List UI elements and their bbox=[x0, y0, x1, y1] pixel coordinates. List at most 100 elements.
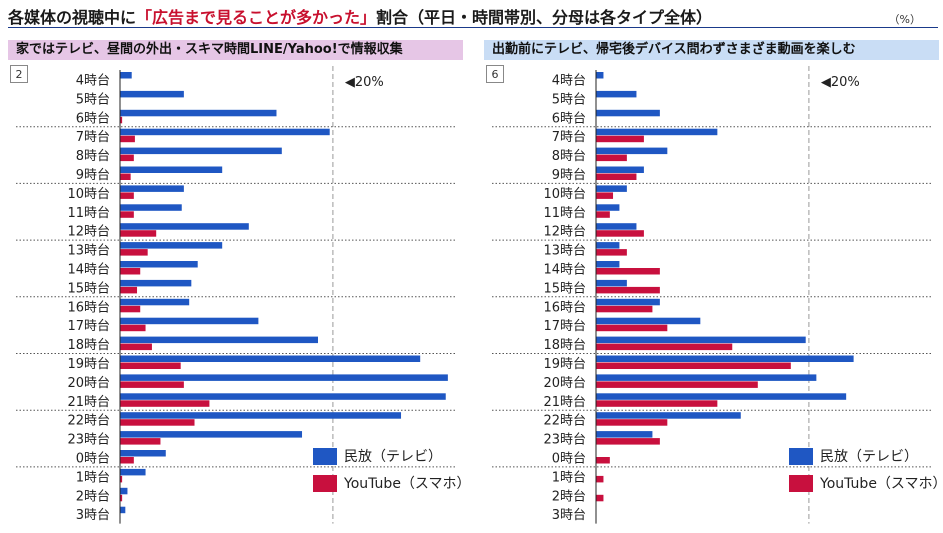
category-label: 18時台 bbox=[543, 338, 586, 353]
category-label: 23時台 bbox=[67, 433, 110, 448]
bar-youtube-13時台 bbox=[120, 249, 148, 256]
category-label: 13時台 bbox=[543, 244, 586, 259]
category-label: 10時台 bbox=[543, 187, 586, 202]
category-label: 17時台 bbox=[543, 319, 586, 334]
bar-tv-19時台 bbox=[596, 355, 854, 362]
category-label: 21時台 bbox=[543, 395, 586, 410]
bar-youtube-20時台 bbox=[596, 381, 758, 388]
panel-number-2: 2 bbox=[10, 65, 28, 83]
category-label: 16時台 bbox=[67, 300, 110, 315]
title-highlight: 「広告まで見ることが多かった」 bbox=[136, 8, 377, 27]
bar-youtube-22時台 bbox=[120, 419, 195, 426]
category-label: 7時台 bbox=[76, 130, 110, 145]
category-label: 13時台 bbox=[67, 244, 110, 259]
chart-panel-6: 出勤前にテレビ、帰宅後デバイス問わずさまざま動画を楽しむ 6 ◀20% 4時台 5時… bbox=[484, 40, 943, 530]
bar-youtube-9時台 bbox=[596, 173, 637, 180]
category-label: 7時台 bbox=[552, 130, 586, 145]
title-suffix: 割合（平日・時間帯別、分母は各タイプ全体） bbox=[376, 8, 713, 27]
bar-youtube-9時台 bbox=[120, 173, 131, 180]
category-label: 12時台 bbox=[67, 225, 110, 240]
category-label: 0時台 bbox=[76, 452, 110, 467]
category-label: 16時台 bbox=[543, 300, 586, 315]
bar-youtube-15時台 bbox=[596, 286, 660, 294]
bar-tv-9時台 bbox=[120, 166, 223, 173]
bar-tv-10時台 bbox=[596, 185, 627, 192]
category-label: 11時台 bbox=[543, 206, 586, 221]
legend-2: 民放（テレビ） YouTube（スマホ） bbox=[313, 444, 471, 498]
bar-tv-17時台 bbox=[596, 317, 701, 325]
bar-tv-7時台 bbox=[596, 128, 718, 136]
category-label: 9時台 bbox=[552, 168, 586, 183]
category-label: 6時台 bbox=[76, 111, 110, 126]
legend-item-youtube: YouTube（スマホ） bbox=[313, 471, 471, 495]
legend-swatch-tv bbox=[313, 447, 337, 465]
bar-youtube-10時台 bbox=[596, 192, 614, 199]
bar-youtube-20時台 bbox=[120, 381, 184, 388]
bar-youtube-12時台 bbox=[120, 230, 157, 237]
category-label: 17時台 bbox=[67, 319, 110, 334]
bar-youtube-23時台 bbox=[596, 438, 660, 445]
bar-youtube-11時台 bbox=[120, 211, 134, 218]
bar-tv-1時台 bbox=[120, 468, 146, 476]
bar-youtube-0時台 bbox=[596, 457, 610, 464]
bar-chart-6: ◀20% 4時台 5時台 6時台 7時台 8時台 9時台 10時台 11時台 12時台 13時台 14… bbox=[492, 66, 932, 524]
category-label: 9時台 bbox=[76, 168, 110, 183]
category-label: 23時台 bbox=[543, 433, 586, 448]
bar-tv-18時台 bbox=[120, 336, 318, 344]
bar-youtube-2時台 bbox=[596, 494, 604, 502]
panel-header-2: 家ではテレビ、昼間の外出・スキマ時間LINE/Yahoo!で情報収集 bbox=[8, 40, 463, 60]
bar-tv-4時台 bbox=[596, 72, 604, 79]
bar-tv-12時台 bbox=[120, 223, 249, 230]
category-label: 21時台 bbox=[67, 395, 110, 410]
bar-tv-22時台 bbox=[120, 412, 402, 419]
bar-tv-6時台 bbox=[596, 109, 660, 117]
category-label: 5時台 bbox=[76, 92, 110, 107]
page-title: 各媒体の視聴中に「広告まで見ることが多かった」割合（平日・時間帯別、分母は各タイ… bbox=[8, 4, 712, 28]
bar-youtube-0時台 bbox=[120, 457, 134, 464]
bar-youtube-6時台 bbox=[120, 116, 123, 124]
bar-tv-19時台 bbox=[120, 355, 421, 362]
bar-youtube-1時台 bbox=[596, 475, 604, 483]
legend-label-tv: 民放（テレビ） bbox=[820, 449, 918, 465]
chart-panel-2: 家ではテレビ、昼間の外出・スキマ時間LINE/Yahoo!で情報収集 2 ◀20… bbox=[8, 40, 471, 530]
bar-tv-9時台 bbox=[596, 166, 644, 173]
bar-youtube-23時台 bbox=[120, 438, 161, 445]
bar-tv-21時台 bbox=[120, 393, 446, 400]
bar-tv-10時台 bbox=[120, 185, 184, 192]
category-label: 18時台 bbox=[67, 338, 110, 353]
bar-youtube-1時台 bbox=[120, 475, 123, 483]
legend-6: 民放（テレビ） YouTube（スマホ） bbox=[789, 444, 943, 498]
bar-youtube-19時台 bbox=[120, 362, 181, 369]
category-label: 15時台 bbox=[543, 281, 586, 296]
category-label: 22時台 bbox=[543, 414, 586, 429]
legend-item-tv: 民放（テレビ） bbox=[313, 444, 471, 468]
bar-youtube-11時台 bbox=[596, 211, 610, 218]
bar-tv-12時台 bbox=[596, 223, 637, 230]
category-label: 8時台 bbox=[76, 149, 110, 164]
bar-tv-23時台 bbox=[596, 431, 653, 438]
legend-item-youtube: YouTube（スマホ） bbox=[789, 471, 943, 495]
category-label: 11時台 bbox=[67, 206, 110, 221]
category-label: 20時台 bbox=[543, 376, 586, 391]
category-label: 2時台 bbox=[76, 489, 110, 504]
category-label: 1時台 bbox=[76, 470, 110, 485]
bar-youtube-21時台 bbox=[596, 400, 718, 407]
bar-youtube-8時台 bbox=[120, 154, 134, 162]
bar-tv-22時台 bbox=[596, 412, 741, 419]
bar-tv-11時台 bbox=[120, 204, 182, 211]
bar-tv-20時台 bbox=[120, 374, 448, 381]
bar-youtube-15時台 bbox=[120, 286, 138, 294]
category-label: 6時台 bbox=[552, 111, 586, 126]
bar-youtube-21時台 bbox=[120, 400, 210, 407]
category-label: 0時台 bbox=[552, 452, 586, 467]
legend-label-tv: 民放（テレビ） bbox=[344, 449, 442, 465]
legend-label-youtube: YouTube（スマホ） bbox=[344, 476, 471, 492]
bar-tv-7時台 bbox=[120, 128, 330, 136]
bar-youtube-17時台 bbox=[596, 324, 668, 332]
bar-chart-2: ◀20% 4時台 5時台 6時台 7時台 8時台 9時台 10時台 11時台 12時台 13時台 14… bbox=[16, 66, 456, 524]
bar-youtube-2時台 bbox=[120, 494, 123, 502]
panel-header-6: 出勤前にテレビ、帰宅後デバイス問わずさまざま動画を楽しむ bbox=[484, 40, 939, 60]
bar-tv-16時台 bbox=[120, 298, 190, 306]
bar-tv-17時台 bbox=[120, 317, 259, 325]
bar-tv-4時台 bbox=[120, 72, 132, 79]
